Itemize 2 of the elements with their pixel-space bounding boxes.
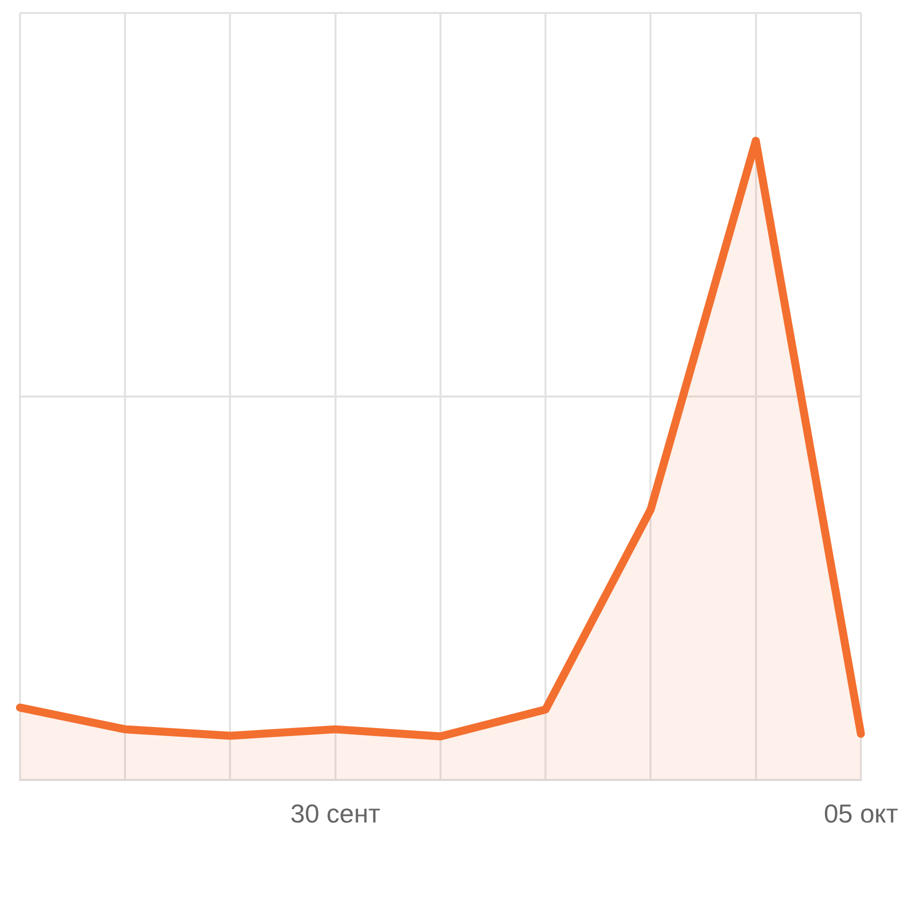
x-tick-label: 05 окт [824,798,898,829]
x-tick-label: 30 сент [290,798,380,829]
